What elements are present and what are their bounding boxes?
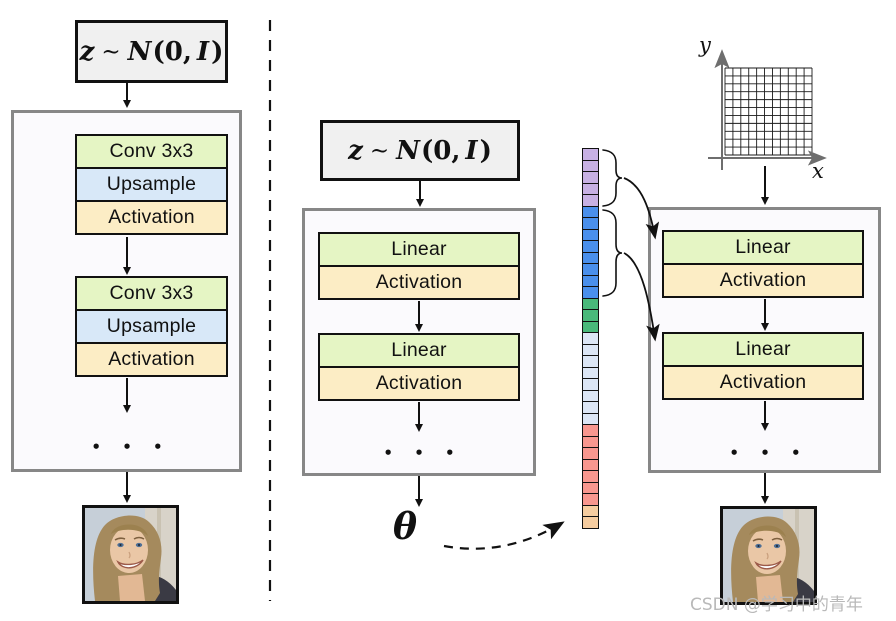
hyper-block-stack-2: Linear Activation [318, 333, 520, 401]
conv-block-stack-1: Conv 3x3 Upsample Activation [75, 134, 228, 235]
flow-arrow [760, 401, 769, 431]
linear-block: Linear [662, 230, 864, 265]
inr-block-stack-2: Linear Activation [662, 332, 864, 400]
math-tilde: ∼ [369, 137, 390, 164]
math-args: (0, [420, 135, 461, 166]
linear-block: Linear [318, 333, 520, 368]
flow-arrow [122, 83, 131, 108]
y-axis-label: y [699, 33, 711, 57]
generated-face-image-left [82, 505, 179, 604]
flow-arrow [414, 301, 423, 332]
flow-arrow [760, 299, 769, 331]
math-args: (0, [152, 36, 192, 67]
flow-arrow [415, 181, 424, 207]
theta-to-params-arrow [443, 521, 565, 550]
activation-block: Activation [318, 265, 520, 300]
x-axis-label: x [812, 159, 824, 183]
flow-arrow [760, 473, 769, 504]
flow-arrow [122, 237, 131, 275]
hyper-block-stack-1: Linear Activation [318, 232, 520, 300]
math-normal-dist: N [127, 36, 152, 67]
math-z: z [348, 135, 363, 166]
conv3x3-block: Conv 3x3 [75, 276, 228, 311]
coordinate-grid [724, 67, 813, 156]
ellipsis-dots: • • • [729, 444, 801, 462]
math-z: z [79, 36, 95, 67]
flow-arrow [122, 472, 131, 503]
latent-code-box-hyper: z ∼ N (0, I) [320, 120, 520, 181]
flow-arrow [760, 166, 769, 205]
flow-arrow [122, 378, 131, 413]
activation-block: Activation [662, 365, 864, 400]
conv3x3-block: Conv 3x3 [75, 134, 228, 169]
ellipsis-dots: • • • [91, 438, 163, 456]
parameter-vector [582, 148, 599, 529]
linear-block: Linear [318, 232, 520, 267]
activation-block: Activation [75, 200, 228, 235]
flow-arrow [414, 476, 423, 507]
upsample-block: Upsample [75, 309, 228, 344]
activation-block: Activation [75, 342, 228, 377]
latent-code-box-conv: z ∼ N (0, I) [75, 20, 228, 83]
math-identity: I [465, 135, 478, 166]
activation-block: Activation [662, 263, 864, 298]
theta-parameters-symbol: θ [392, 506, 417, 548]
math-tilde: ∼ [101, 38, 121, 65]
math-normal-dist: N [396, 135, 420, 166]
param-cell-peach [582, 516, 599, 529]
conv-block-stack-2: Conv 3x3 Upsample Activation [75, 276, 228, 377]
math-close-paren: ) [211, 36, 224, 67]
inr-block-stack-1: Linear Activation [662, 230, 864, 298]
activation-block: Activation [318, 366, 520, 401]
csdn-watermark: CSDN @学习中的青年 [690, 595, 863, 615]
flow-arrow [414, 402, 423, 432]
math-close-paren: ) [479, 135, 492, 166]
math-identity: I [196, 36, 210, 67]
brace-blue-segment [602, 209, 623, 297]
linear-block: Linear [662, 332, 864, 367]
brace-purple-segment [602, 149, 623, 207]
ellipsis-dots: • • • [383, 444, 455, 462]
upsample-block: Upsample [75, 167, 228, 202]
generated-face-image-right [720, 506, 817, 605]
